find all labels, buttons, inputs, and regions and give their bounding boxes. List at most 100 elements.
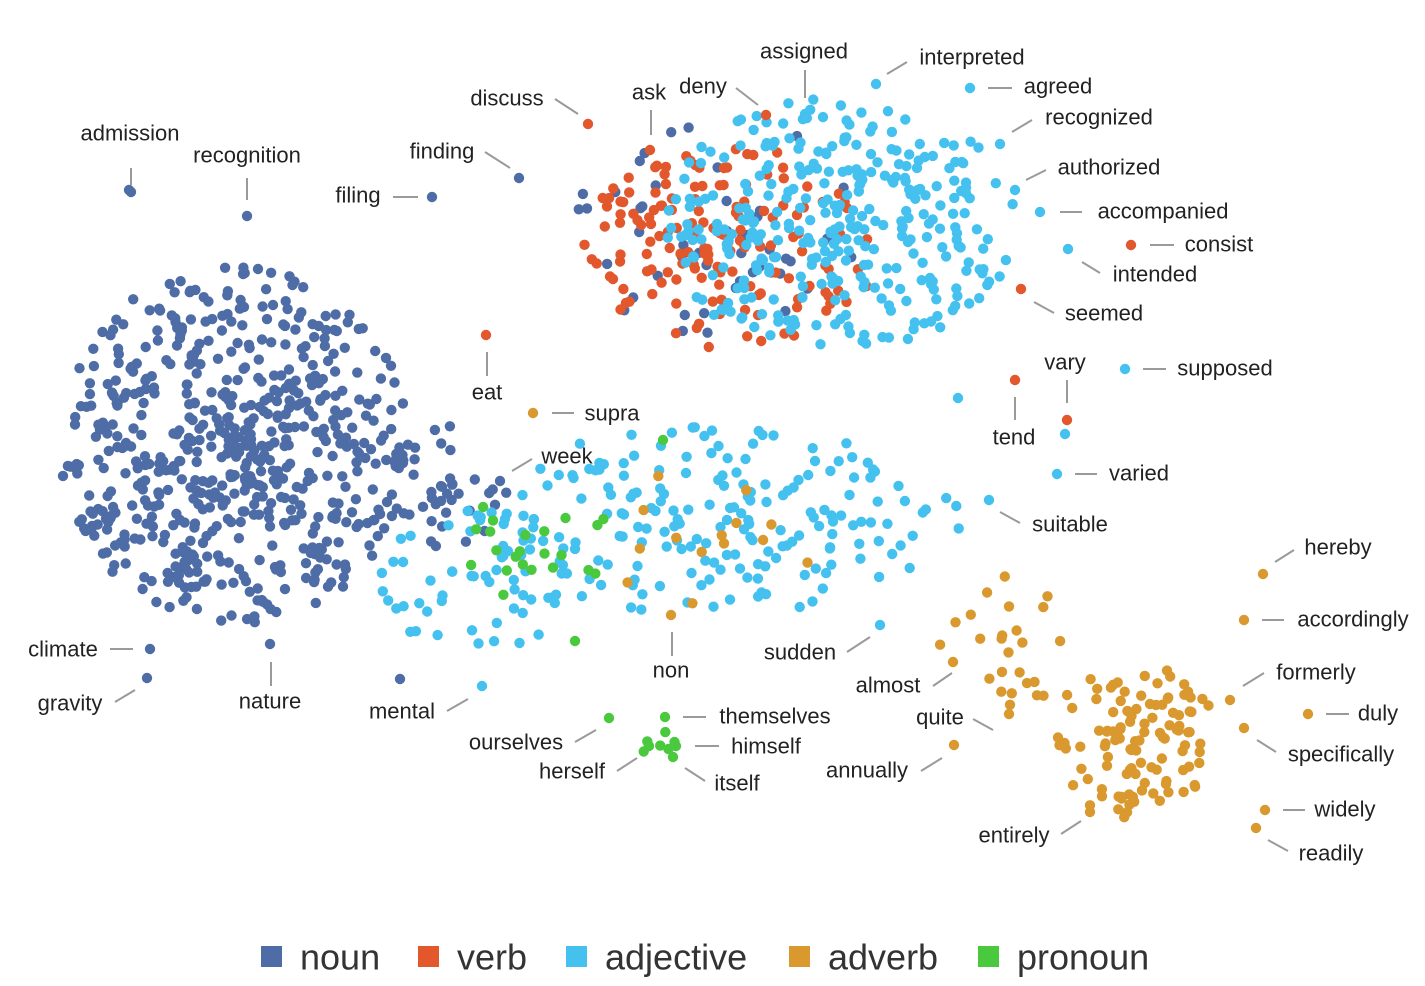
adjective-point	[800, 193, 812, 204]
adjective-point	[763, 190, 774, 201]
adjective-point	[680, 257, 691, 268]
noun-point	[322, 355, 334, 367]
noun-point	[283, 440, 294, 451]
noun-point	[280, 519, 291, 531]
adjective-point	[436, 595, 447, 607]
point-supposed	[1119, 363, 1131, 375]
adjective-point	[446, 566, 458, 577]
adverb-point	[1129, 796, 1140, 807]
noun-point	[397, 398, 409, 409]
adjective-point	[533, 629, 544, 640]
verb-point	[603, 192, 615, 204]
adjective-point	[824, 543, 836, 554]
adjective-point	[799, 569, 810, 581]
noun-point	[212, 550, 224, 561]
verb-point	[650, 187, 661, 198]
adjective-point	[422, 606, 433, 617]
noun-point	[189, 397, 200, 408]
verb-point	[654, 230, 665, 242]
adjective-point	[676, 543, 687, 555]
word-label-accordingly: accordingly	[1297, 607, 1408, 632]
noun-point	[119, 534, 130, 545]
noun-point	[138, 397, 149, 409]
word-label-specifically: specifically	[1288, 742, 1394, 767]
adjective-point	[751, 110, 762, 122]
adjective-point	[883, 332, 895, 343]
noun-point	[102, 490, 113, 502]
adverb-point	[1124, 716, 1136, 727]
adjective-point	[831, 234, 843, 245]
adjective-point	[973, 142, 984, 153]
adjective-point	[925, 316, 937, 327]
adjective-point	[862, 457, 873, 468]
adjective-point	[811, 252, 822, 263]
noun-point	[159, 529, 171, 541]
pronoun-point	[520, 529, 531, 541]
verb-point	[662, 267, 673, 278]
noun-point	[371, 393, 382, 405]
adverb-point	[1119, 686, 1130, 697]
adjective-point	[491, 617, 502, 629]
adjective-point	[953, 523, 964, 534]
word-label-recognition: recognition	[193, 143, 301, 168]
noun-point	[272, 410, 283, 421]
noun-point	[350, 494, 362, 505]
adjective-point	[899, 172, 911, 184]
adjective-point	[691, 533, 702, 545]
noun-point	[93, 454, 104, 465]
adjective-point	[885, 305, 897, 316]
adverb-point	[1136, 690, 1147, 701]
noun-point	[222, 308, 233, 320]
noun-point	[216, 325, 228, 336]
adjective-point	[827, 141, 838, 152]
adjective-point	[517, 489, 528, 501]
adverb-point	[731, 517, 742, 529]
adjective-point	[918, 209, 929, 220]
noun-point	[359, 437, 370, 449]
noun-point	[226, 432, 237, 443]
adverb-point	[1157, 699, 1168, 710]
noun-point	[87, 508, 99, 519]
word-label-sudden: sudden	[764, 640, 836, 665]
verb-point	[703, 341, 714, 353]
adjective-point	[895, 283, 906, 295]
adjective-point	[719, 152, 730, 163]
verb-point	[783, 273, 795, 284]
noun-point	[351, 457, 362, 468]
verb-point	[641, 248, 652, 260]
noun-point	[154, 305, 166, 316]
adjective-point	[756, 309, 768, 320]
adjective-point	[729, 549, 741, 560]
adjective-point	[528, 514, 539, 525]
leader-line-week	[511, 458, 533, 472]
noun-point	[217, 480, 228, 491]
adjective-point	[864, 203, 875, 215]
verb-point	[644, 212, 655, 223]
adjective-point	[844, 327, 856, 339]
adverb-point	[999, 571, 1010, 582]
noun-point	[346, 507, 358, 518]
noun-point	[84, 490, 95, 501]
adjective-point	[882, 278, 894, 289]
noun-point	[171, 508, 182, 519]
leader-line-itself	[684, 767, 706, 782]
noun-point	[207, 404, 218, 416]
adverb-point	[1139, 718, 1150, 729]
adjective-point	[626, 429, 637, 440]
noun-point	[313, 320, 324, 332]
leader-line-interpreted	[886, 61, 908, 75]
adjective-point	[1007, 199, 1018, 210]
adjective-point	[719, 224, 730, 235]
noun-point	[162, 576, 174, 587]
adjective-point	[882, 518, 893, 529]
point-week	[494, 475, 506, 487]
word-label-intended: intended	[1113, 262, 1197, 287]
noun-point	[352, 367, 363, 378]
adjective-point	[614, 530, 625, 542]
noun-point	[267, 540, 278, 551]
noun-point	[398, 455, 409, 466]
verb-point	[778, 173, 789, 184]
legend-swatch-adverb	[789, 946, 810, 967]
noun-point	[322, 581, 334, 592]
noun-point	[288, 385, 300, 396]
